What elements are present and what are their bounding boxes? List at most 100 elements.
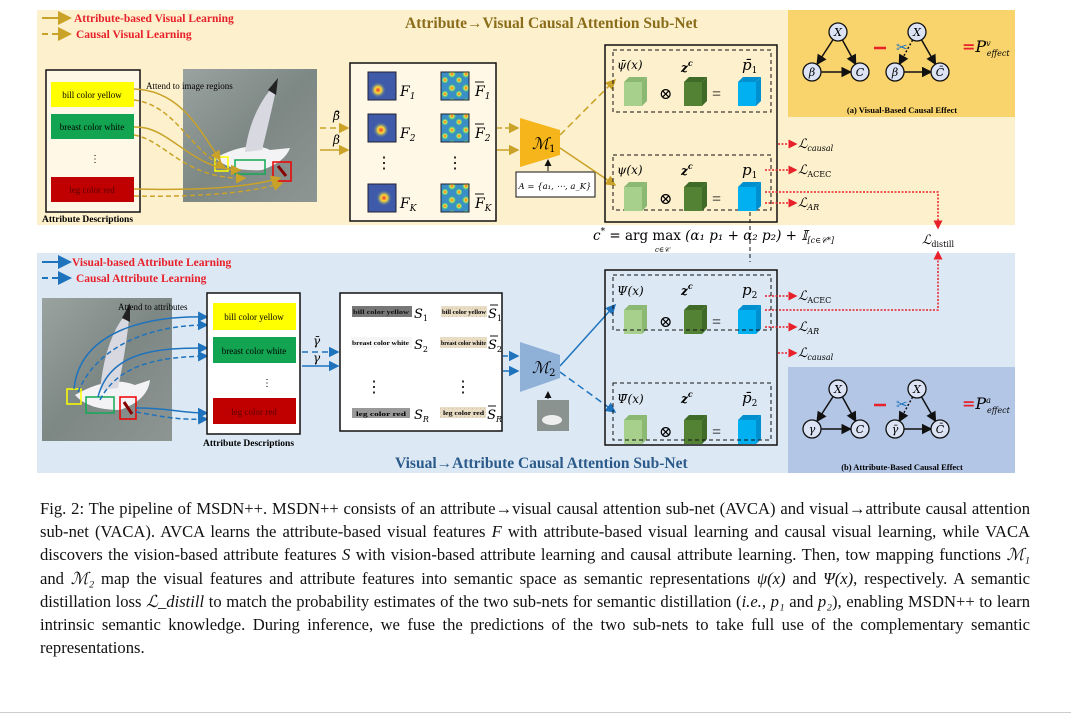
svg-text:X: X: [912, 383, 922, 396]
svg-text:γ̄: γ̄: [892, 423, 899, 436]
effect-a-caption: (a) Visual-Based Causal Effect: [847, 105, 957, 115]
attr-breast-bottom: breast color white: [222, 346, 286, 356]
caption-segment: and: [784, 591, 818, 611]
tensor-product-symbol: ⊗: [659, 86, 672, 103]
attribute-feature-labels: S1 S2 SR S1 S2 SR ⋮ ⋮: [366, 304, 502, 424]
bottom-semantic-box: [604, 269, 778, 446]
svg-text:zc: zc: [680, 161, 693, 178]
bottom-attribute-caption: Attribute Descriptions: [203, 439, 294, 449]
svg-text:zc: zc: [680, 58, 693, 75]
equals-symbol: =: [712, 86, 721, 103]
causal-node: [828, 379, 848, 399]
causal-node: [850, 419, 870, 439]
attr-ellipsis: ⋮: [90, 154, 100, 165]
bottom-subnet-title: Visual→Attribute Causal Attention Sub-Ne…: [395, 455, 688, 472]
causal-node: [802, 62, 822, 82]
top-attribute-caption: Attribute Descriptions: [42, 215, 133, 225]
caption-segment: p₂: [817, 591, 832, 611]
attr-bill-bottom: bill color yellow: [224, 312, 284, 322]
caption-segment: and: [40, 568, 71, 588]
slice-leg: leg color red: [356, 411, 407, 418]
mapping-m2-label: ℳ2: [532, 358, 555, 379]
caption-segment: S: [342, 545, 351, 565]
feature-labels: F1 F2 FK F1 F2 FK ⋮ ⋮: [376, 81, 493, 214]
svg-text:SR: SR: [414, 408, 429, 424]
beta-bar-label: β̄: [332, 109, 340, 123]
slice-breast-bar: breast color white: [441, 340, 486, 347]
svg-text:SR: SR: [487, 408, 502, 424]
svg-text:γ: γ: [809, 423, 816, 436]
feature-F2: F2: [399, 126, 416, 144]
Psi-bar-label: Ψ̄(x): [617, 392, 644, 406]
legend-visual-attribute: Visual-based Attribute Learning: [72, 257, 232, 269]
top-losses: ℒcausal ℒACEC ℒAR: [798, 137, 834, 212]
mapping-m2: [520, 342, 560, 392]
bottom-attention-arrows: [73, 303, 617, 425]
svg-text:S2: S2: [488, 338, 502, 354]
caption-segment: p₁: [770, 591, 785, 611]
Psi-label: Ψ(x): [617, 284, 644, 298]
probability-cube: [738, 305, 761, 310]
attr-bill: bill color yellow: [62, 90, 122, 100]
top-semantic-box: [604, 44, 778, 223]
semantic-feature-cube: [624, 415, 647, 420]
class-embedding-cube: [684, 182, 707, 187]
probability-cube: [738, 182, 761, 187]
caption-segment: ℒ_distill: [146, 591, 205, 611]
attribute-effect-panel: [788, 367, 1015, 473]
causal-node: [828, 22, 848, 42]
svg-text:⋮: ⋮: [376, 153, 392, 172]
svg-text:β: β: [808, 66, 815, 79]
slice-bill: bill color yellow: [353, 309, 409, 316]
attr-leg: leg color red: [69, 185, 115, 195]
psi-label: ψ(x): [617, 163, 643, 177]
equals-symbol: =: [712, 314, 721, 331]
svg-text:S1: S1: [414, 307, 428, 323]
svg-text:S2: S2: [414, 338, 428, 354]
causal-attention-map: [440, 183, 470, 213]
svg-text:zc: zc: [680, 281, 693, 298]
caption-segment: ℳ₂: [70, 568, 95, 588]
pipeline-figure: Attribute-based Visual Learning Causal V…: [37, 10, 1015, 473]
attr-ellipsis-bottom: ⋮: [262, 378, 272, 389]
causal-node: [930, 419, 950, 439]
attr-leg-bottom: leg color red: [231, 407, 277, 417]
top-loss-arrows: [765, 139, 943, 311]
causal-attention-map: [440, 71, 470, 101]
argmax-subscript: c∈𝒞: [655, 246, 671, 254]
caption-segment: with attribute-based visual learning and…: [40, 522, 1030, 565]
effect-b-caption: (b) Attribute-Based Causal Effect: [841, 462, 963, 472]
causal-node: [907, 379, 927, 399]
caption-segment: , respectively. A semantic distillation …: [40, 568, 1031, 611]
class-embedding-cube: [684, 77, 707, 82]
loss-acec-top: ℒACEC: [798, 163, 831, 179]
causal-node: [885, 62, 905, 82]
class-embedding-cube: [684, 305, 707, 310]
attr-breast: breast color white: [60, 122, 124, 132]
attend-image-regions-label: Attend to image regions: [146, 81, 233, 91]
legend-causal-attribute: Causal Attribute Learning: [76, 273, 207, 285]
feature-FK: FK: [399, 196, 418, 214]
svg-text:p2: p2: [742, 281, 757, 301]
figure-caption: Fig. 2: The pipeline of MSDN++. MSDN++ c…: [40, 497, 1030, 659]
caption-segment: Fig. 2: The pipeline of MSDN++. MSDN++ c…: [40, 499, 1030, 542]
svg-text:p1: p1: [742, 161, 757, 181]
feature-F1-bar: F1: [474, 84, 490, 102]
scissors-icon: ✂: [896, 41, 908, 56]
top-bird-image: [183, 69, 317, 202]
caption-segment: ψ(x): [756, 568, 786, 588]
causal-node: [930, 62, 950, 82]
svg-text:⋮: ⋮: [366, 377, 382, 396]
loss-causal-bottom: ℒcausal: [798, 346, 834, 362]
causal-node: [850, 62, 870, 82]
class-embedding-cube: [684, 415, 707, 420]
attribute-slices: bill color yellow bill color yellow brea…: [351, 306, 487, 418]
top-legend: Attribute-based Visual Learning Causal V…: [42, 11, 234, 41]
svg-text:⋮: ⋮: [455, 377, 471, 396]
loss-ar-top: ℒAR: [798, 196, 819, 212]
page-divider: [0, 712, 1071, 713]
fusion-formula: c* = arg max (α₁ p₁ + α₂ p₂) + 𝕀[c∈𝒞*]: [593, 227, 835, 245]
caption-segment: i.e.: [741, 591, 762, 611]
mapping-m1-label: ℳ1: [532, 134, 555, 155]
